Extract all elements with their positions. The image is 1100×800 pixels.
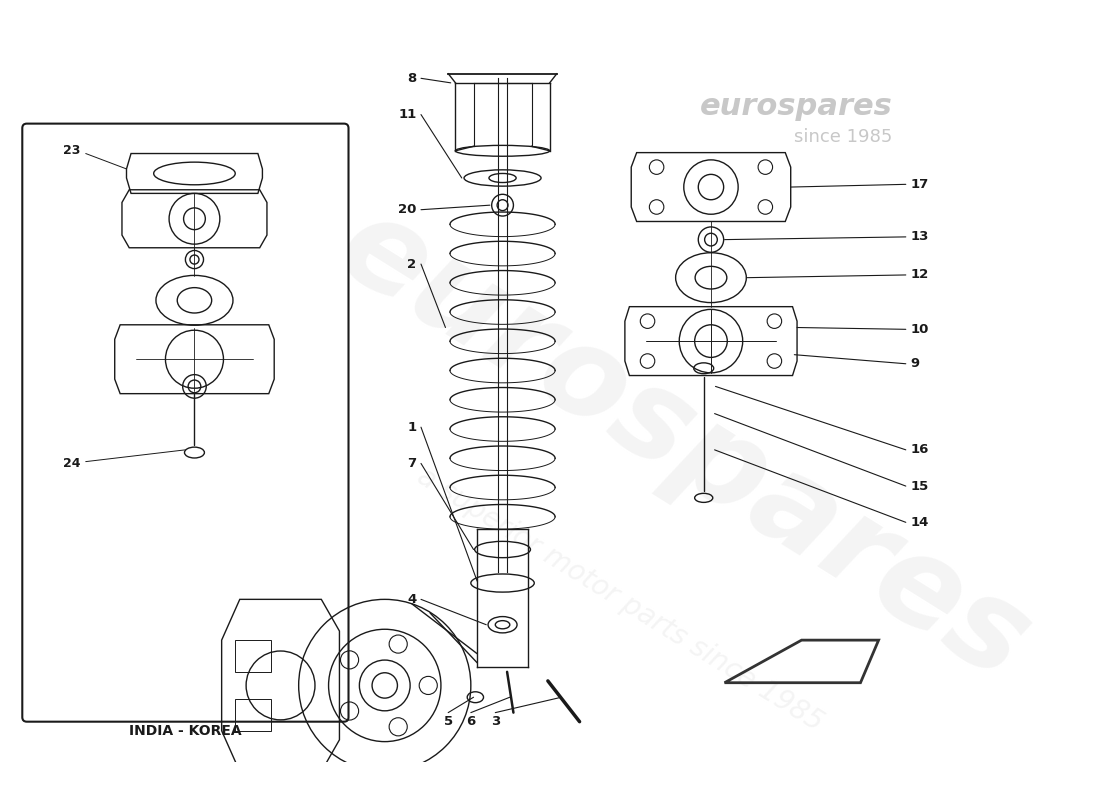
Text: 4: 4 [407, 593, 417, 606]
Text: 16: 16 [911, 443, 928, 456]
Text: 14: 14 [911, 516, 928, 529]
Text: 12: 12 [911, 269, 928, 282]
Text: a superior motor parts since 1985: a superior motor parts since 1985 [412, 462, 828, 737]
Text: 23: 23 [64, 144, 80, 158]
Text: eurospares: eurospares [700, 92, 892, 121]
Bar [235, 699, 272, 730]
Text: INDIA - KOREA: INDIA - KOREA [129, 724, 242, 738]
Text: 11: 11 [398, 108, 417, 121]
Text: 15: 15 [911, 479, 928, 493]
Text: 17: 17 [911, 178, 928, 191]
FancyBboxPatch shape [22, 124, 349, 722]
Text: 7: 7 [407, 457, 417, 470]
Text: 10: 10 [911, 323, 928, 336]
Text: 5: 5 [443, 715, 453, 728]
Text: 9: 9 [911, 358, 920, 370]
Text: 3: 3 [491, 715, 499, 728]
Text: 24: 24 [64, 457, 81, 470]
Text: since 1985: since 1985 [794, 128, 892, 146]
Text: 8: 8 [407, 72, 417, 85]
Text: 20: 20 [398, 203, 417, 216]
Text: 13: 13 [911, 230, 928, 243]
Text: eurospares: eurospares [317, 185, 1050, 706]
Bar [235, 640, 272, 672]
Text: 1: 1 [407, 421, 417, 434]
Text: 2: 2 [407, 258, 417, 270]
Text: 6: 6 [466, 715, 475, 728]
